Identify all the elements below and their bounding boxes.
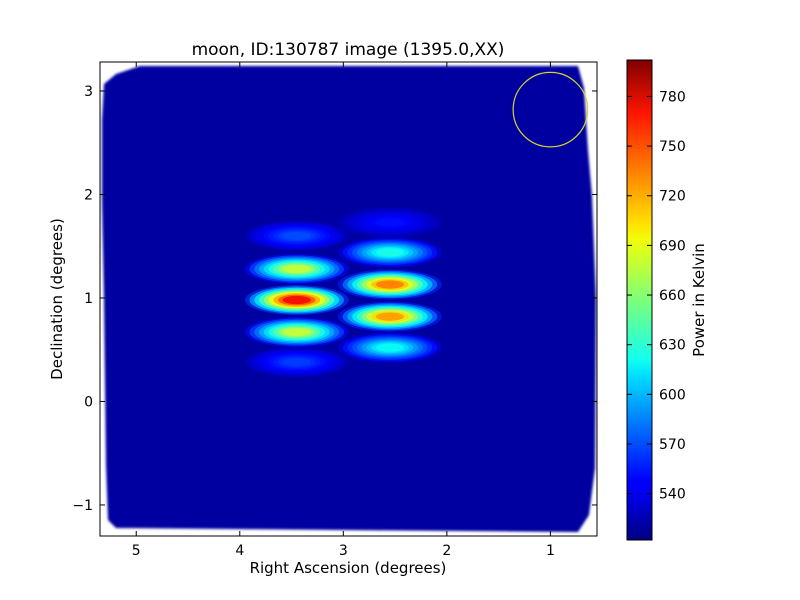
colorbar-tick-label: 660 [659,288,686,304]
x-tick-label: 5 [132,543,141,559]
source-blob-2 [244,253,349,284]
x-axis: 5 4 3 2 1 [132,62,555,559]
source-blob-3 [244,285,349,316]
colorbar-tick-label: 720 [659,189,686,205]
source-blob-6 [337,207,442,238]
y-axis-label: Declination (degrees) [48,218,66,380]
source-blob-5 [244,347,349,378]
beam-circle [512,71,589,148]
chart-title: moon, ID:130787 image (1395.0,XX) [192,40,505,60]
y-tick-label: 2 [84,187,93,203]
colorbar-tick-label: 570 [659,437,686,453]
plot-frame [99,61,598,537]
x-axis-label: Right Ascension (degrees) [250,559,447,577]
y-tick-label: 3 [84,84,93,100]
x-tick-label: 3 [339,543,348,559]
colorbar-tick-label: 540 [659,487,686,503]
x-tick-label: 1 [546,543,555,559]
source-blobs [244,207,442,378]
colorbar-tick-label: 780 [659,89,686,105]
y-axis: 3 2 1 0 −1 [72,84,597,514]
survey-coverage [102,66,596,532]
source-blob-8 [337,269,442,300]
y-tick-label: −1 [72,498,93,514]
colorbar-tick-label: 600 [659,387,686,403]
colorbar-tick-label: 690 [659,238,686,254]
colorbar [626,59,653,541]
source-blob-9 [337,301,442,332]
source-blob-4 [244,317,349,348]
colorbar-tick-label: 750 [659,139,686,155]
colorbar-label: Power in Kelvin [690,243,708,357]
source-blob-7 [337,237,442,268]
source-blob-10 [337,332,442,363]
y-tick-label: 1 [84,291,93,307]
colorbar-ticks: 780 750 720 690 660 630 600 570 540 [627,89,686,503]
source-blob-1 [244,220,349,251]
x-tick-label: 4 [235,543,244,559]
x-tick-label: 2 [442,543,451,559]
colorbar-tick-label: 630 [659,338,686,354]
heatmap [102,66,596,532]
y-tick-label: 0 [84,394,93,410]
